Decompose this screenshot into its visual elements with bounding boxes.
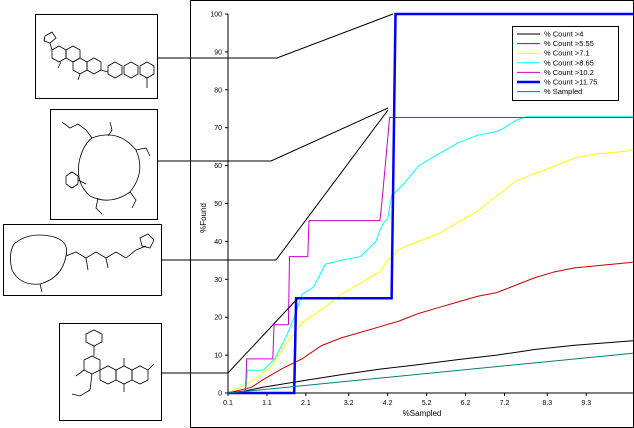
y-ticks: 0 10 20 30 40 50 60 70 80 90 100 (210, 12, 228, 398)
legend-label: % Count >4 (544, 30, 583, 39)
series-line-4 (228, 115, 633, 394)
x-tick-label: 4.2 (383, 400, 393, 407)
leader-line-3 (161, 109, 389, 261)
y-tick-label: 60 (214, 163, 222, 170)
x-tick-label: 3.2 (344, 400, 354, 407)
y-tick-label: 40 (214, 239, 222, 246)
legend-label: % Count >5.55 (544, 39, 594, 48)
axes: 0 10 20 30 40 50 60 70 80 90 100 0.1 1.1 2.1 3.2 4.2 5.… (199, 12, 633, 418)
y-tick-label: 50 (214, 201, 222, 208)
legend-label: % Count >11.75 (544, 78, 597, 87)
x-tick-label: 1.1 (262, 400, 272, 407)
series-line-2 (227, 261, 634, 394)
leader-line-4 (161, 297, 299, 374)
series-line-1 (227, 340, 634, 394)
x-tick-label: 7.2 (500, 400, 510, 407)
y-tick-label: 0 (218, 391, 222, 398)
x-tick-label: 2.1 (301, 400, 311, 407)
x-tick-label: 5.2 (422, 400, 432, 407)
x-tick-label: 8.3 (542, 400, 552, 407)
x-ticks: 0.1 1.1 2.1 3.2 4.2 5.2 6.2 7.2 8.3 9.3 (223, 393, 591, 407)
y-tick-label: 90 (214, 49, 222, 56)
leader-line-1 (157, 13, 394, 59)
series-line-5 (228, 117, 633, 394)
macrolide-structure (3, 224, 162, 296)
anthracycline-structure (59, 323, 162, 421)
legend-label: % Count >8.65 (544, 58, 594, 67)
y-tick-label: 70 (214, 125, 222, 132)
y-tick-label: 10 (214, 353, 222, 360)
steroid-glycoside-structure (35, 14, 158, 99)
legend-box (512, 26, 619, 101)
x-tick-label: 9.3 (581, 400, 591, 407)
series-line-7 (227, 352, 634, 394)
legend: % Count >4% Count >5.55% Count >7.1% Cou… (512, 26, 619, 101)
y-tick-label: 80 (214, 87, 222, 94)
legend-label: % Sampled (544, 87, 582, 96)
x-tick-label: 6.2 (461, 400, 471, 407)
leader-lines (157, 13, 394, 374)
series-line-6 (228, 12, 633, 395)
y-tick-label: 20 (214, 315, 222, 322)
x-axis-label: %Sampled (403, 409, 442, 418)
y-axis-label: %Found (199, 203, 208, 233)
y-tick-label: 30 (214, 277, 222, 284)
legend-label: % Count >7.1 (544, 49, 590, 58)
legend-label: % Count >10.2 (544, 68, 594, 77)
legend-items: % Count >4% Count >5.55% Count >7.1% Cou… (517, 30, 597, 96)
macrocyclic-peptide-structure (50, 109, 158, 220)
x-tick-label: 0.1 (223, 400, 233, 407)
leader-line-2 (157, 107, 389, 162)
y-tick-label: 100 (210, 12, 222, 19)
series-group (227, 12, 634, 395)
